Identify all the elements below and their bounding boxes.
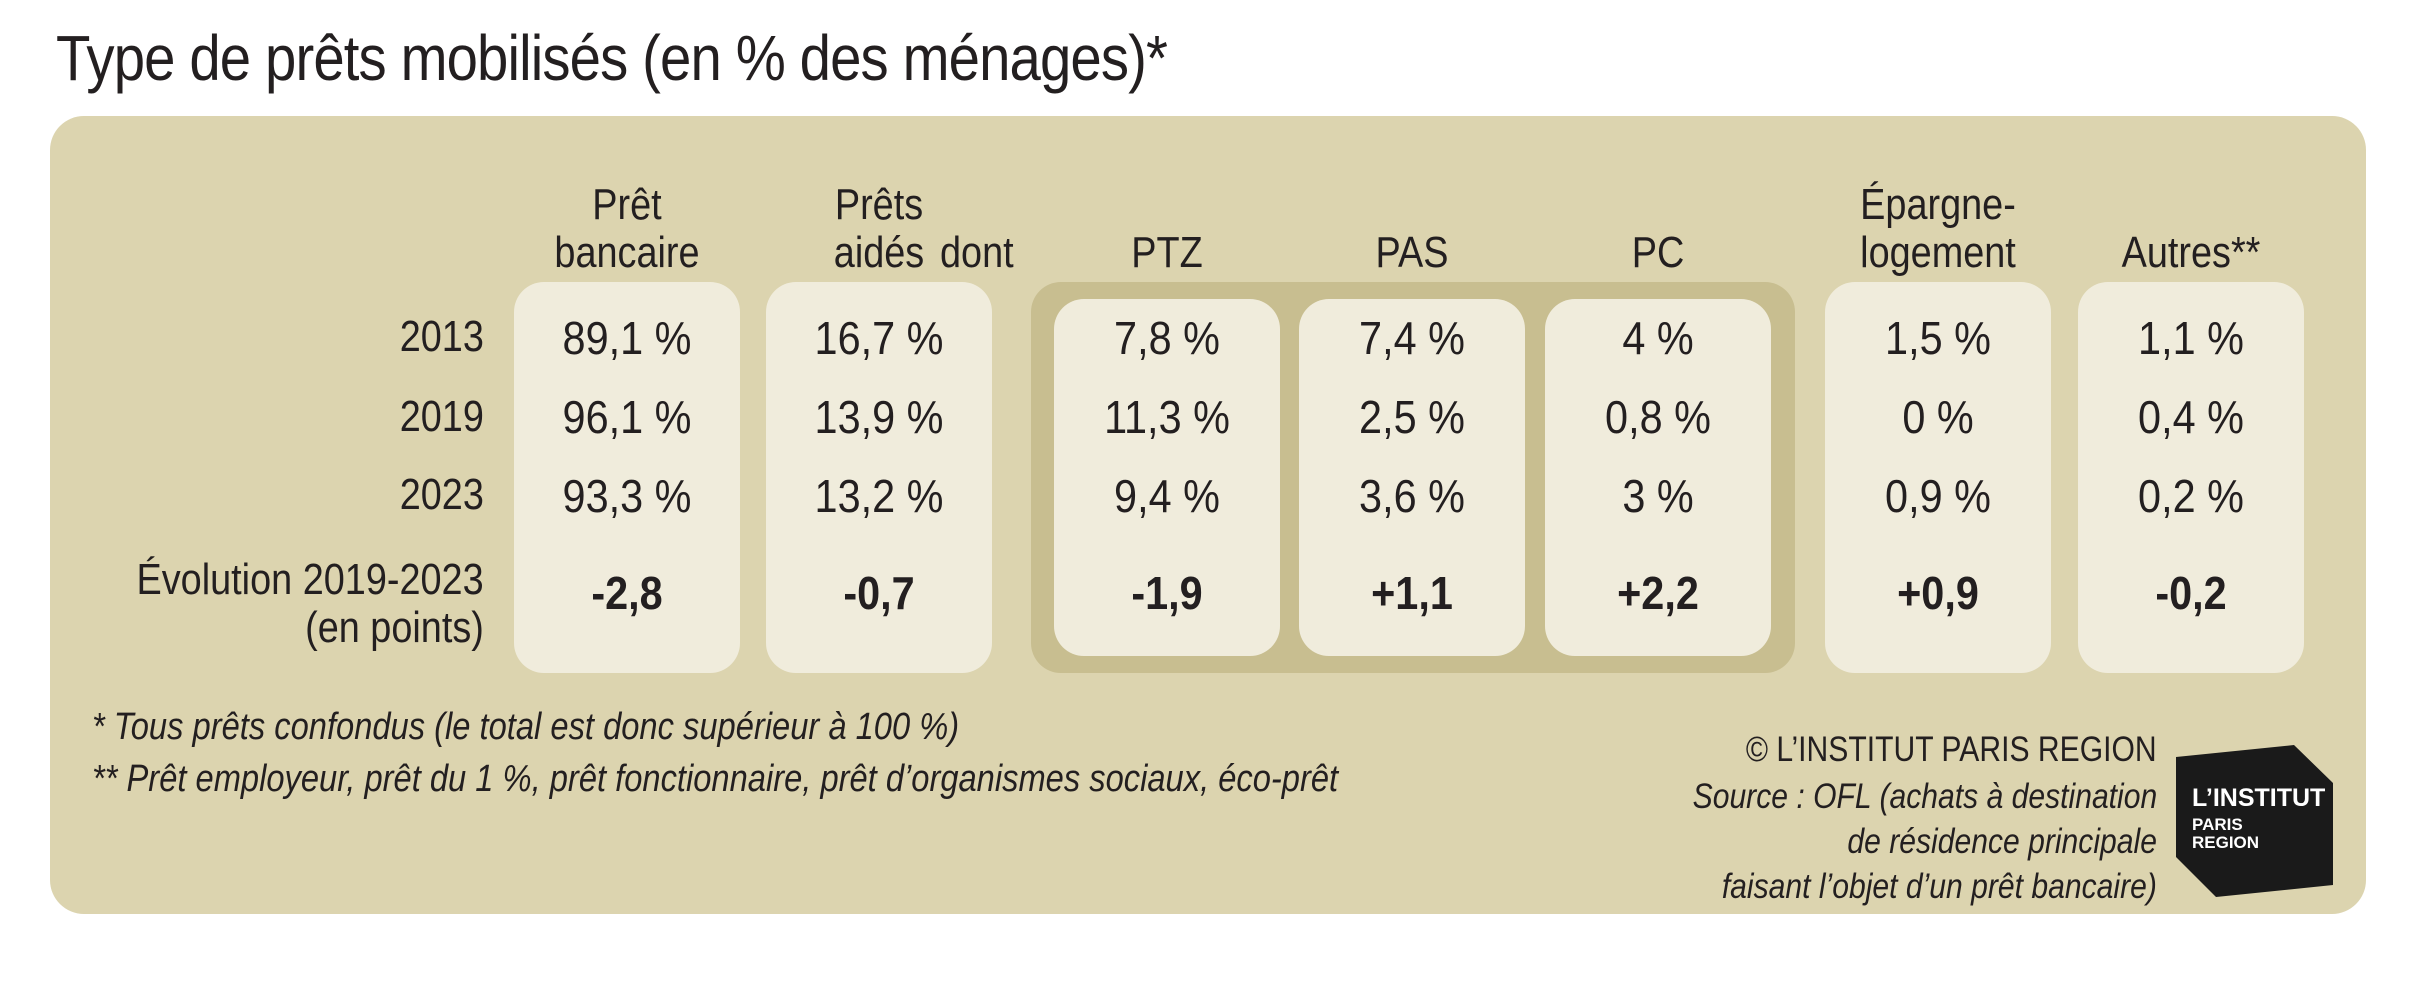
cell-pas-2013: 7,4 % (1359, 312, 1465, 364)
source-line-1: Source : OFL (achats à destination (1692, 777, 2157, 816)
column-header-aides: aidés (833, 228, 925, 277)
row-label-evolution-unit: (en points) (305, 603, 484, 652)
cell-ptz-2023: 9,4 % (1114, 470, 1220, 522)
column-header-bancaire: Prêt (592, 180, 662, 229)
cell-pc-2019: 0,8 % (1605, 391, 1711, 443)
column-header-aides: Prêts (834, 180, 924, 229)
row-label-2019: 2019 (399, 392, 484, 441)
cell-pc-2013: 4 % (1622, 312, 1694, 364)
column-bg-aides (766, 282, 992, 673)
row-label-evolution: Évolution 2019-2023 (136, 555, 484, 604)
column-bg-pas (1299, 299, 1525, 656)
column-bg-bancaire (514, 282, 740, 673)
column-header-epargne: logement (1860, 228, 2016, 277)
cell-autres-2023: 0,2 % (2138, 470, 2244, 522)
cell-aides-2013: 16,7 % (814, 312, 944, 364)
column-bg-ptz (1054, 299, 1280, 656)
evolution-epargne: +0,9 (1897, 567, 1979, 619)
footnote-1: * Tous prêts confondus (le total est don… (92, 706, 960, 748)
evolution-bancaire: -2,8 (591, 567, 663, 619)
chart-title: Type de prêts mobilisés (en % des ménage… (56, 22, 1168, 94)
evolution-pas: +1,1 (1371, 567, 1453, 619)
column-header-epargne: Épargne- (1860, 180, 2016, 229)
evolution-autres: -0,2 (2155, 567, 2227, 619)
column-header-autres: Autres** (2121, 228, 2261, 277)
source-line-2: de résidence principale (1847, 822, 2157, 861)
cell-epargne-2023: 0,9 % (1885, 470, 1991, 522)
cell-bancaire-2023: 93,3 % (562, 470, 692, 522)
cell-bancaire-2019: 96,1 % (562, 391, 692, 443)
source-line-3: faisant l’objet d’un prêt bancaire) (1721, 867, 2157, 906)
column-header-bancaire: bancaire (554, 228, 700, 277)
column-bg-autres (2078, 282, 2304, 673)
column-bg-epargne (1825, 282, 2051, 673)
evolution-ptz: -1,9 (1131, 567, 1203, 619)
cell-epargne-2013: 1,5 % (1885, 312, 1991, 364)
copyright: © L’INSTITUT PARIS REGION (1746, 730, 2157, 769)
column-bg-pc (1545, 299, 1771, 656)
institut-logo (2176, 745, 2333, 897)
cell-pc-2023: 3 % (1622, 470, 1694, 522)
dont-label: dont (940, 228, 1014, 277)
cell-epargne-2019: 0 % (1902, 391, 1974, 443)
footnote-2: ** Prêt employeur, prêt du 1 %, prêt fon… (92, 758, 1339, 800)
cell-aides-2019: 13,9 % (814, 391, 944, 443)
logo-text: L’INSTITUT PARIS REGION (2192, 784, 2326, 852)
evolution-aides: -0,7 (843, 567, 915, 619)
cell-autres-2013: 1,1 % (2138, 312, 2244, 364)
cell-aides-2023: 13,2 % (814, 470, 944, 522)
cell-bancaire-2013: 89,1 % (562, 312, 692, 364)
row-label-2013: 2013 (399, 312, 484, 361)
evolution-pc: +2,2 (1617, 567, 1699, 619)
column-header-ptz: PTZ (1131, 228, 1203, 277)
cell-ptz-2019: 11,3 % (1104, 391, 1230, 443)
cell-pas-2019: 2,5 % (1359, 391, 1465, 443)
cell-pas-2023: 3,6 % (1359, 470, 1465, 522)
cell-ptz-2013: 7,8 % (1114, 312, 1220, 364)
row-label-2023: 2023 (399, 470, 484, 519)
cell-autres-2019: 0,4 % (2138, 391, 2244, 443)
column-header-pas: PAS (1375, 228, 1449, 277)
column-header-pc: PC (1631, 228, 1685, 277)
